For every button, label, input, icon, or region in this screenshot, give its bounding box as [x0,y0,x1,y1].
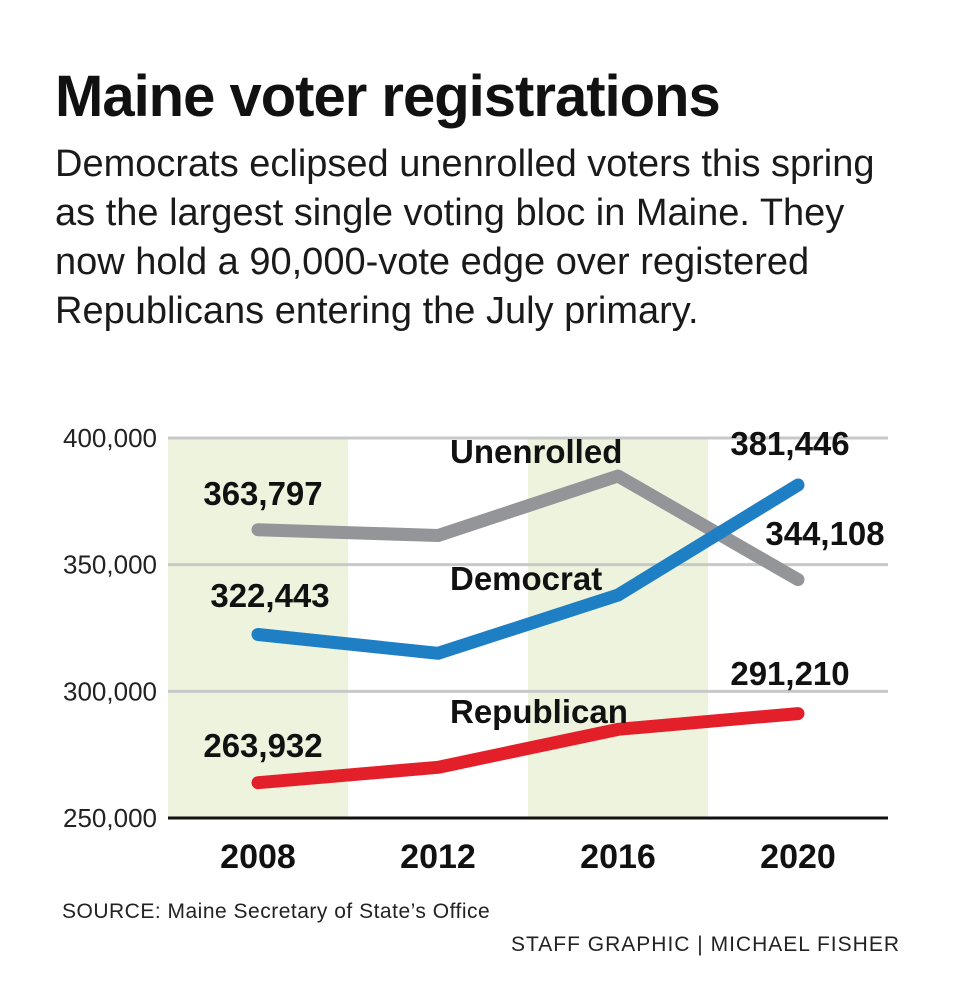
x-tick-label: 2016 [580,838,656,876]
y-tick-label: 250,000 [63,803,157,833]
staff-credit: STAFF GRAPHIC | MICHAEL FISHER [511,933,900,956]
x-tick-label: 2012 [400,838,476,876]
y-tick-label: 350,000 [63,550,157,580]
data-label-unenrolled-2008: 363,797 [203,475,322,512]
x-axis-ticks: 2008 2012 2016 2020 [220,838,836,876]
series-name-unenrolled: Unenrolled [450,433,622,470]
data-label-republican-2020: 291,210 [730,655,849,692]
series-name-democrat: Democrat [450,560,602,597]
data-label-democrat-2020: 381,446 [730,425,849,462]
chart-subtitle: Democrats eclipsed unenrolled voters thi… [55,143,875,332]
chart-title: Maine voter registrations [55,64,721,129]
source-note: SOURCE: Maine Secretary of State’s Offic… [62,900,491,923]
series-line-democrat [251,478,805,660]
series-line-republican [251,707,805,790]
series-line-unenrolled [251,469,805,587]
data-label-republican-2008: 263,932 [203,727,322,764]
y-tick-label: 400,000 [63,423,157,453]
series-lines [251,469,805,790]
y-axis-ticks: 250,000 300,000 350,000 400,000 [63,423,157,833]
series-name-labels: Unenrolled Democrat Republican [450,433,628,730]
x-tick-label: 2008 [220,838,296,876]
data-labels: 363,797 344,108 322,443 381,446 263,932 291,2… [203,425,884,764]
data-label-democrat-2008: 322,443 [210,577,329,614]
series-name-republican: Republican [450,693,628,730]
data-label-unenrolled-2020: 344,108 [765,515,884,552]
x-tick-label: 2020 [760,838,836,876]
y-tick-label: 300,000 [63,676,157,706]
